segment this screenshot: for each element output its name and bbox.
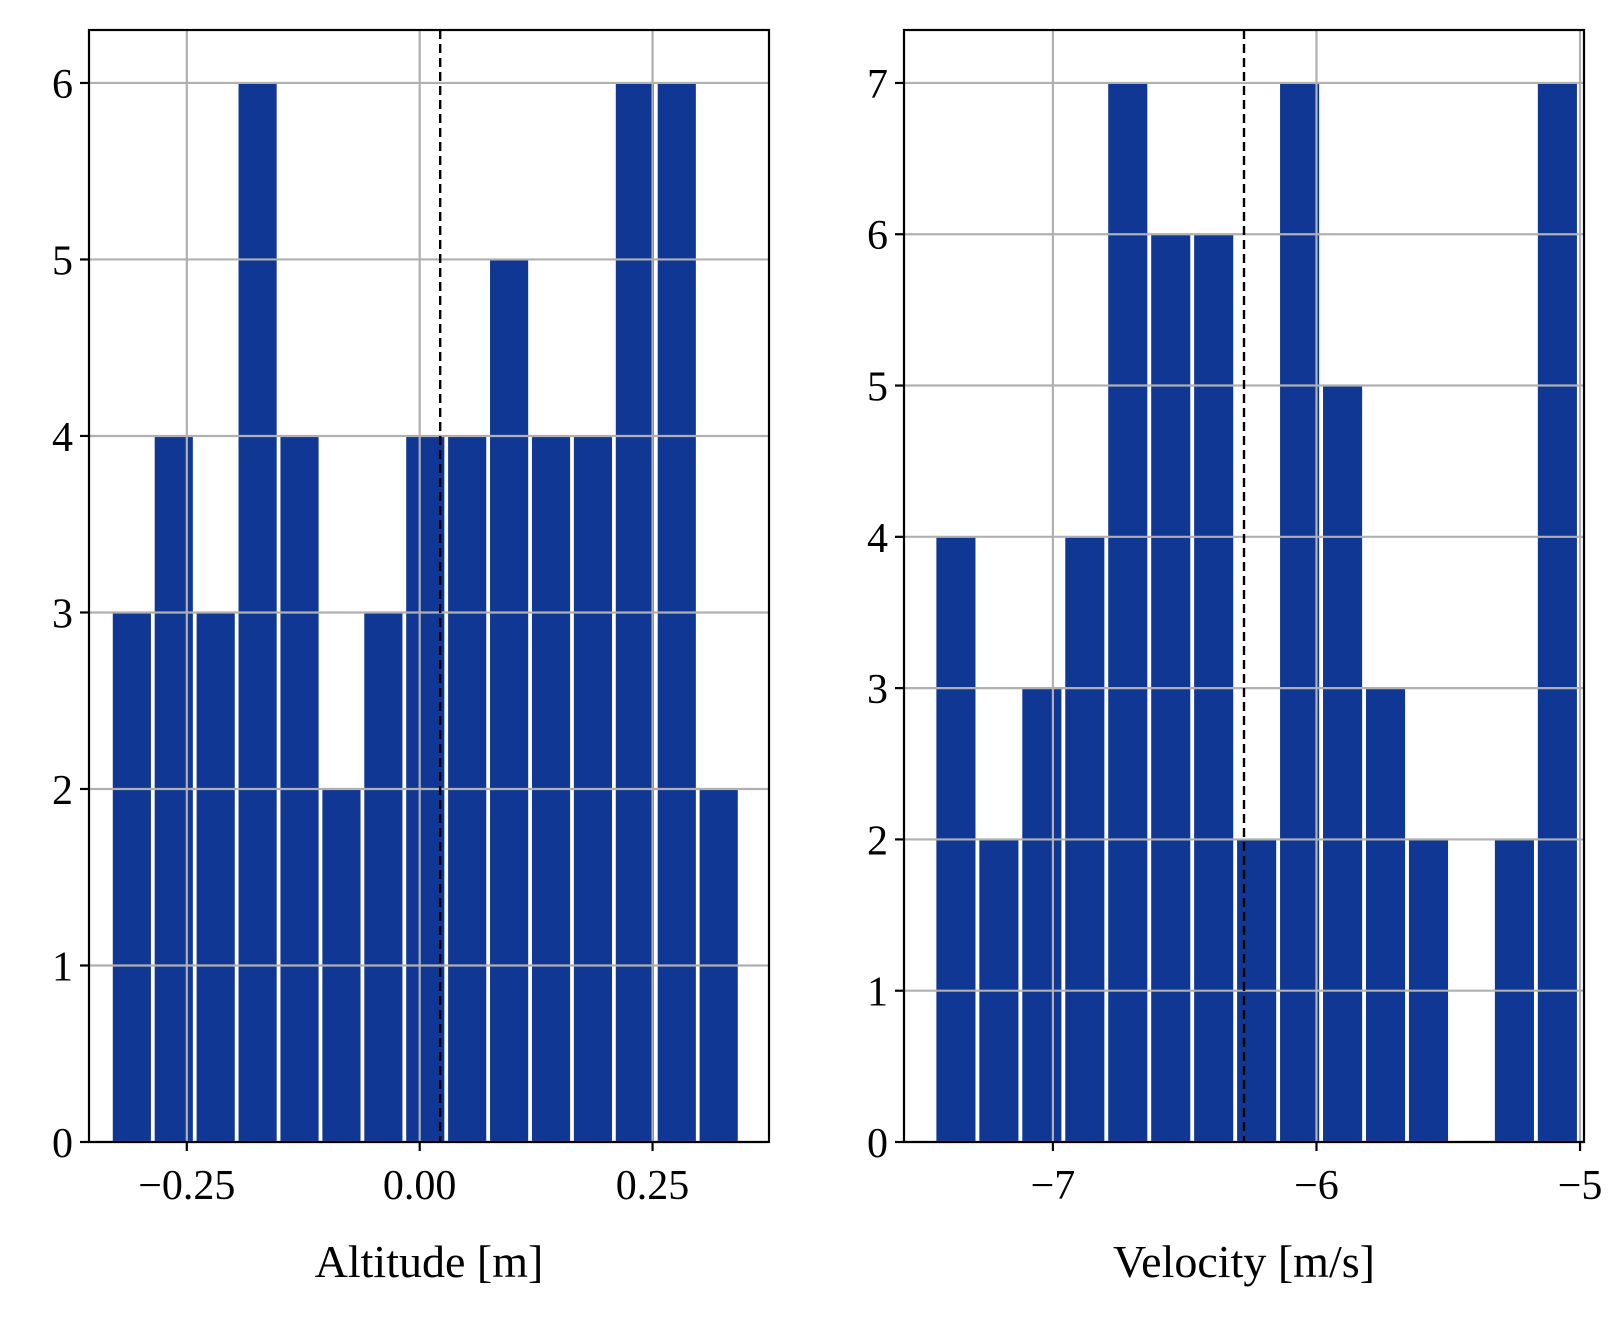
velocity-x-axis-label: Velocity [m/s] <box>1113 1236 1375 1287</box>
velocity-y-tick-label: 7 <box>867 62 888 108</box>
altitude-x-tick-label: −0.25 <box>138 1163 235 1209</box>
velocity-y-tick-label: 1 <box>867 970 888 1016</box>
velocity-y-tick-label: 4 <box>867 516 888 562</box>
altitude-y-tick-label: 0 <box>52 1121 73 1167</box>
velocity-bar <box>1323 385 1363 1142</box>
velocity-x-tick-label: −6 <box>1294 1163 1339 1209</box>
velocity-bar <box>1537 82 1577 1142</box>
velocity-x-tick-label: −7 <box>1031 1163 1076 1209</box>
velocity-bar <box>1108 82 1148 1142</box>
altitude-y-tick-label: 4 <box>52 415 73 461</box>
altitude-x-axis-label: Altitude [m] <box>315 1236 544 1287</box>
velocity-x-tick-label: −5 <box>1558 1163 1603 1209</box>
velocity-y-tick-label: 5 <box>867 365 888 411</box>
altitude-histogram-panel: −0.25 0.00 0.25 0 1 2 3 4 5 6 Altitude [m] <box>52 28 771 1287</box>
altitude-axes-frame <box>87 28 771 1144</box>
altitude-x-tick-label: 0.25 <box>616 1163 690 1209</box>
altitude-bar <box>364 612 403 1142</box>
altitude-bar <box>490 259 529 1142</box>
velocity-histogram-panel: −7 −6 −5 0 1 2 3 4 5 6 7 Velocity [m/s] <box>867 28 1603 1287</box>
velocity-y-tick-label: 3 <box>867 667 888 713</box>
altitude-y-tick-label: 5 <box>52 238 73 284</box>
altitude-y-tick-label: 2 <box>52 768 73 814</box>
altitude-y-tick-label: 3 <box>52 591 73 637</box>
velocity-bar <box>1022 688 1062 1142</box>
altitude-x-tick-label: 0.00 <box>383 1163 457 1209</box>
velocity-y-tick-label: 6 <box>867 213 888 259</box>
velocity-bar <box>1280 82 1320 1142</box>
velocity-y-tick-label: 2 <box>867 818 888 864</box>
velocity-y-tick-label: 0 <box>867 1121 888 1167</box>
velocity-axes-frame <box>902 28 1586 1144</box>
altitude-bar <box>196 612 235 1142</box>
altitude-y-tick-label: 1 <box>52 944 73 990</box>
altitude-bar <box>112 612 151 1142</box>
altitude-y-tick-label: 6 <box>52 62 73 108</box>
velocity-bar <box>1365 688 1406 1142</box>
